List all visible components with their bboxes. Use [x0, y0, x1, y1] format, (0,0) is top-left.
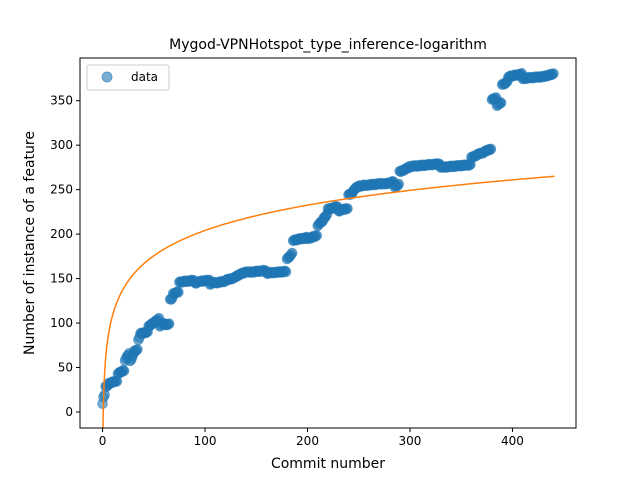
x-tick-label: 300 [399, 434, 422, 448]
data-point [342, 203, 353, 214]
x-tick-label: 100 [194, 434, 217, 448]
y-tick-label: 100 [50, 316, 73, 330]
x-tick-label: 0 [99, 434, 107, 448]
fit-line-layer [102, 175, 555, 428]
data-point [548, 68, 559, 79]
y-tick-label: 250 [50, 183, 73, 197]
y-tick-label: 150 [50, 272, 73, 286]
x-axis-ticks: 0 100 200 300 400 [99, 428, 524, 448]
data-point [118, 365, 130, 377]
x-tick-label: 200 [296, 434, 319, 448]
data-point [173, 287, 184, 298]
fit-line [102, 175, 555, 428]
legend-marker-data [101, 71, 113, 83]
y-tick-label: 200 [50, 227, 73, 241]
y-tick-label: 0 [65, 405, 73, 419]
x-tick-label: 400 [501, 434, 524, 448]
x-axis-label: Commit number [271, 456, 385, 472]
data-point [495, 97, 507, 109]
y-tick-label: 300 [50, 138, 73, 152]
data-point [393, 178, 405, 190]
legend: data [86, 64, 170, 91]
data-point [485, 143, 497, 155]
y-tick-label: 350 [50, 94, 73, 108]
y-axis-label: Number of instance of a feature [22, 131, 38, 355]
y-tick-label: 50 [58, 361, 73, 375]
y-axis-ticks: 0 50 100 150 200 250 300 350 [50, 94, 80, 419]
data-point [163, 318, 175, 330]
data-points [97, 68, 559, 410]
data-point [132, 343, 143, 355]
legend-label-data: data [131, 70, 158, 84]
data-point [286, 247, 298, 259]
plot-frame [79, 57, 577, 429]
legend-box [86, 64, 170, 91]
chart-title: Mygod-VPNHotspot_type_inference-logarith… [169, 37, 487, 53]
data-point [280, 266, 292, 278]
data-point [311, 230, 323, 241]
